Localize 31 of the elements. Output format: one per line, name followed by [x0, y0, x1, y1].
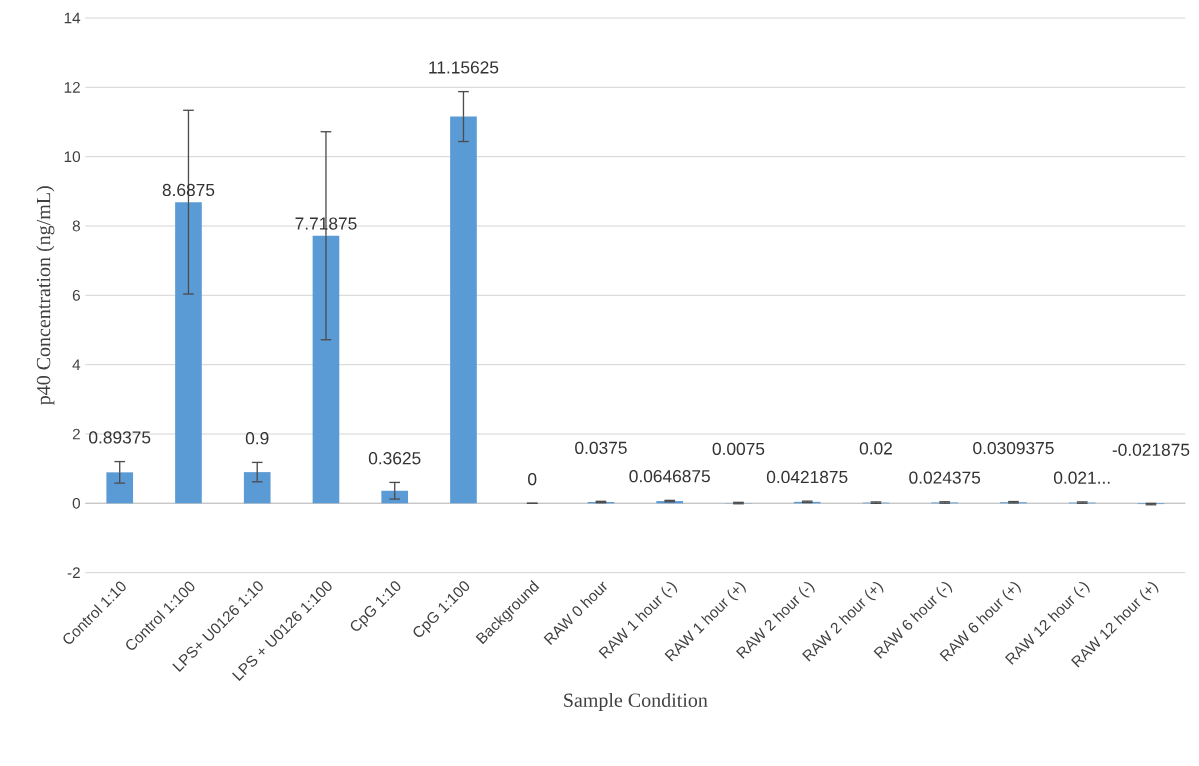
- x-tick-label: CpG 1:10: [350, 581, 401, 631]
- x-axis-title: Sample Condition: [564, 692, 708, 712]
- y-tick-label: 8: [72, 220, 80, 232]
- y-tick-label: -2: [67, 567, 80, 578]
- bar: [175, 202, 202, 504]
- data-label: 0.0075: [712, 442, 765, 455]
- y-tick-label: 4: [72, 359, 81, 370]
- data-label: 0.021...: [1053, 471, 1110, 484]
- data-label: 0.024375: [909, 471, 981, 484]
- data-label: 0.0309375: [973, 441, 1054, 455]
- bar: [243, 472, 271, 504]
- data-label: 0.02: [859, 442, 892, 455]
- data-label: 0.89375: [89, 431, 151, 444]
- data-label: 0.0375: [575, 441, 627, 454]
- y-axis-title: p40 Concentration (ng/mL): [36, 186, 55, 405]
- bar: [312, 235, 340, 504]
- data-label: 0.0646875: [629, 470, 710, 483]
- bar: [450, 116, 477, 504]
- y-tick-label: 2: [72, 428, 80, 440]
- y-tick-label: 14: [64, 12, 81, 24]
- data-label: 11.15625: [429, 61, 499, 74]
- bar: [106, 472, 134, 504]
- y-tick-label: 0: [72, 497, 81, 509]
- data-label: -0.021875: [1112, 443, 1190, 456]
- data-label: 0.0421875: [766, 470, 848, 484]
- y-tick-label: 6: [72, 289, 80, 301]
- data-label: 0.9: [245, 432, 269, 445]
- y-tick-label: 12: [64, 81, 80, 93]
- data-label: 0: [528, 473, 537, 486]
- y-tick-label: 10: [64, 151, 81, 163]
- data-label: 0.3625: [368, 452, 421, 465]
